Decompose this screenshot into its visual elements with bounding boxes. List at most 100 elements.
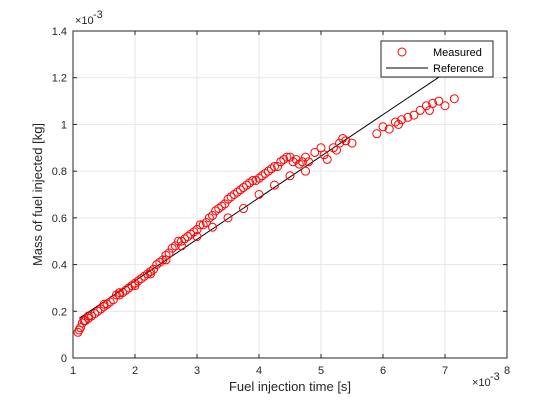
measured-point [130, 278, 140, 288]
measured-point [161, 250, 171, 260]
measured-point [341, 136, 351, 146]
measured-point [192, 225, 202, 235]
measured-point [84, 311, 93, 321]
measured-point [332, 145, 341, 155]
measured-point [208, 222, 217, 232]
measured-point [440, 101, 450, 111]
measured-point [146, 267, 155, 277]
measured-point [232, 187, 242, 197]
measured-point [177, 241, 186, 251]
y-tick-label: 1.2 [52, 73, 67, 85]
measured-point [87, 311, 97, 321]
y-tick-label: 0.8 [52, 166, 67, 178]
measured-point [409, 110, 419, 120]
measured-point [239, 204, 248, 214]
measured-point [155, 257, 165, 267]
y-exponent: ×10 -3 [75, 9, 103, 27]
x-tick-label: 5 [318, 365, 324, 377]
measured-point [245, 178, 255, 188]
measured-point [173, 236, 183, 246]
x-exponent-power: -3 [490, 371, 500, 383]
measured-point [130, 281, 140, 291]
measured-point [254, 173, 264, 183]
measured-point [390, 117, 400, 127]
measured-point [254, 190, 264, 199]
measured-point [449, 94, 459, 104]
y-exponent-power: -3 [93, 9, 103, 21]
measured-point [115, 288, 124, 298]
measured-point [319, 150, 329, 160]
measured-point [425, 105, 434, 115]
measured-point [136, 274, 146, 284]
measured-point [146, 269, 155, 279]
plot-area [73, 31, 507, 358]
y-tick-label: 0 [61, 353, 67, 365]
measured-point [99, 302, 109, 312]
measured-point [158, 255, 168, 265]
y-tick-label: 1.4 [52, 26, 67, 38]
measured-point [201, 218, 211, 228]
measured-point [167, 243, 177, 253]
measured-point [378, 122, 388, 132]
measured-point [273, 161, 283, 171]
x-exponent-base: ×10 [472, 377, 491, 389]
plot-frame [72, 30, 508, 359]
measured-point [288, 157, 298, 167]
measured-point [161, 255, 171, 265]
x-exponent: ×10 -3 [472, 371, 500, 389]
axis-ticks [72, 30, 508, 359]
measured-point [198, 220, 208, 230]
measured-point [242, 180, 252, 190]
measured-point [152, 260, 162, 270]
measured-point [177, 236, 186, 246]
measured-point [294, 159, 304, 169]
measured-point [270, 161, 279, 171]
measured-series [73, 94, 459, 337]
x-tick-label: 7 [442, 365, 448, 377]
measured-point [285, 171, 295, 181]
measured-point [192, 232, 202, 242]
legend-reference-label: Reference [433, 63, 484, 75]
measured-point [266, 164, 276, 174]
y-tick-label: 0.2 [52, 306, 67, 318]
measured-point [328, 143, 338, 153]
x-axis-label: Fuel injection time [s] [229, 379, 351, 394]
measured-point [285, 152, 295, 162]
x-tick-label: 1 [70, 365, 76, 377]
measured-point [186, 229, 196, 239]
measured-point [121, 285, 131, 295]
legend: Measured Reference [380, 40, 494, 78]
measured-point [93, 306, 103, 316]
measured-point [301, 166, 310, 176]
y-exponent-base: ×10 [75, 15, 94, 27]
measured-point [276, 157, 286, 167]
measured-point [223, 194, 233, 204]
x-tick-label: 4 [256, 365, 262, 377]
legend-measured-marker [397, 47, 407, 57]
measured-point [124, 283, 134, 293]
measured-point [211, 206, 221, 216]
measured-point [195, 220, 205, 230]
measured-point [77, 318, 87, 328]
measured-point [170, 241, 180, 251]
measured-point [257, 171, 267, 181]
measured-point [115, 290, 124, 300]
measured-point [118, 288, 128, 298]
y-tick-label: 0.4 [52, 260, 67, 272]
measured-point [220, 199, 230, 209]
measured-point [403, 112, 413, 122]
measured-point [322, 154, 332, 164]
measured-point [260, 168, 270, 178]
legend-box [380, 40, 494, 78]
measured-point [189, 227, 199, 237]
measured-point [304, 157, 314, 167]
measured-point [397, 115, 407, 125]
measured-point [282, 152, 292, 162]
measured-point [229, 190, 239, 199]
legend-measured-label: Measured [433, 47, 482, 59]
measured-point [99, 299, 109, 309]
y-axis-label: Mass of fuel injected [kg] [30, 123, 45, 266]
measured-point [421, 101, 431, 111]
measured-point [105, 297, 115, 307]
measured-point [297, 157, 307, 167]
